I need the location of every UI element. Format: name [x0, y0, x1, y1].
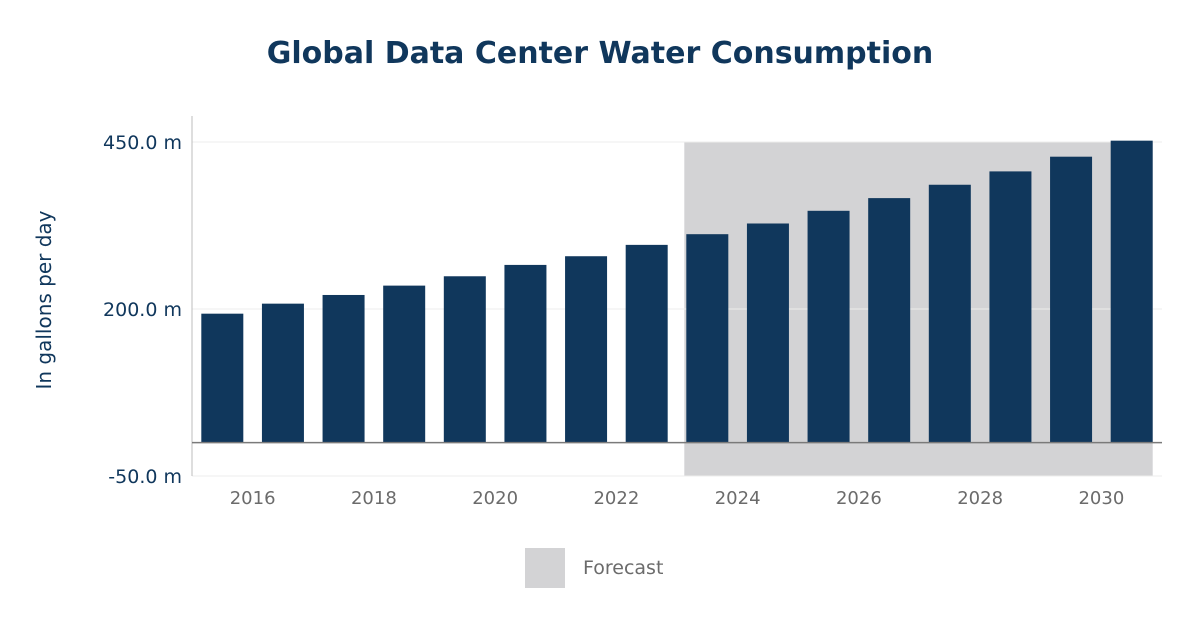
bar-2015: [201, 313, 244, 443]
x-tick-label: 2028: [957, 488, 1003, 509]
bar-2023: [686, 234, 729, 443]
x-tick-label: 2022: [593, 488, 639, 509]
y-tick-label: 200.0 m: [103, 299, 182, 321]
x-tick-label: 2018: [351, 488, 397, 509]
bar-2026: [868, 198, 911, 443]
bar-2021: [565, 256, 608, 443]
bar-2018: [383, 285, 426, 443]
legend: Forecast: [525, 548, 663, 588]
bar-2030: [1110, 140, 1153, 443]
legend-label-forecast: Forecast: [583, 557, 664, 579]
bar-2017: [322, 294, 365, 443]
bar-2028: [989, 171, 1032, 443]
bar-2019: [443, 276, 486, 443]
x-tick-label: 2016: [230, 488, 276, 509]
bar-2016: [261, 303, 304, 443]
chart-title: Global Data Center Water Consumption: [266, 36, 934, 71]
y-tick-label: 450.0 m: [103, 132, 182, 154]
bar-2024: [746, 223, 789, 443]
y-tick-label: -50.0 m: [108, 466, 182, 488]
x-tick-label: 2026: [836, 488, 882, 509]
bar-2025: [807, 210, 850, 443]
x-tick-label: 2030: [1078, 488, 1124, 509]
bar-2022: [625, 244, 668, 443]
legend-swatch-forecast: [525, 548, 565, 588]
x-tick-label: 2024: [715, 488, 761, 509]
bar-2027: [928, 184, 971, 443]
bar-2029: [1050, 156, 1093, 443]
x-tick-label: 2020: [472, 488, 518, 509]
bar-2020: [504, 264, 547, 443]
